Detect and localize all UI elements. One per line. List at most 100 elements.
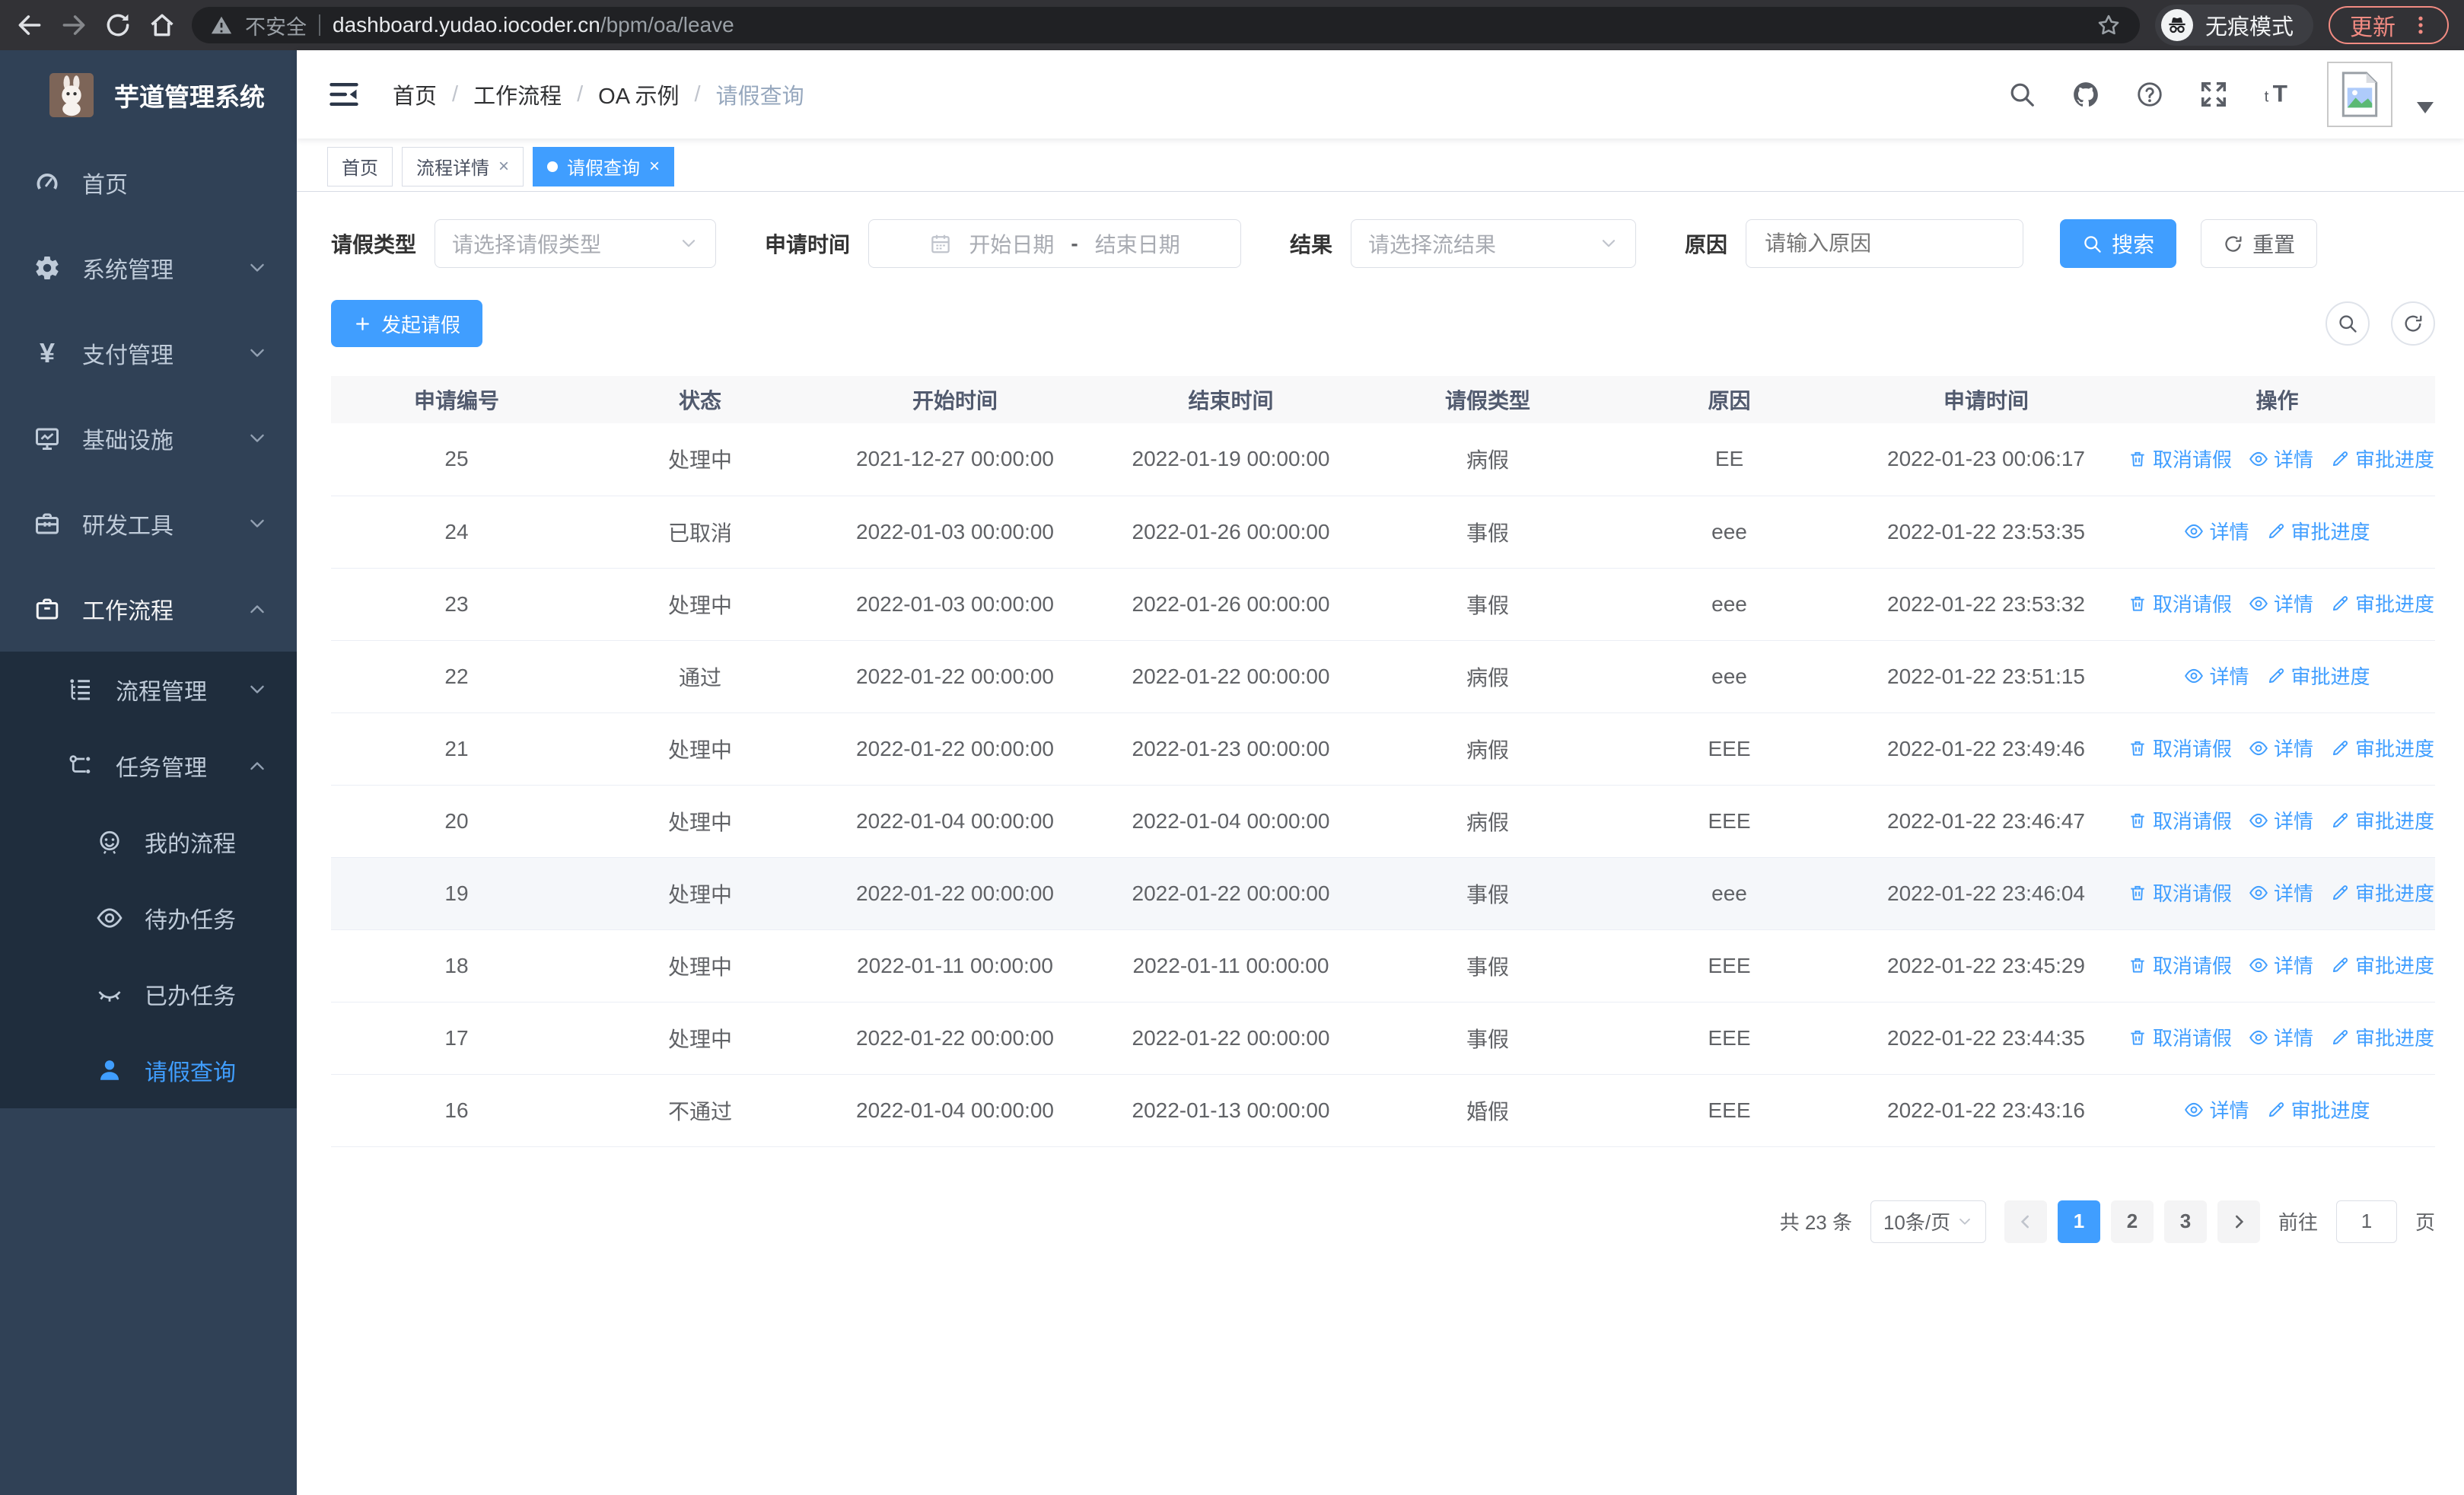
reason-input[interactable] xyxy=(1746,219,2024,268)
browser-menu-icon[interactable] xyxy=(2409,14,2432,37)
cell-type: 病假 xyxy=(1370,712,1606,786)
url-divider xyxy=(319,14,320,36)
github-icon[interactable] xyxy=(2071,80,2100,109)
browser-forward-icon[interactable] xyxy=(59,11,88,40)
reset-button[interactable]: 重置 xyxy=(2201,219,2318,268)
result-select[interactable]: 请选择流结果 xyxy=(1351,219,1637,268)
cancel-leave-link[interactable]: 取消请假 xyxy=(2128,734,2232,762)
prev-page-button[interactable] xyxy=(2004,1200,2047,1243)
sidebar-item-payment[interactable]: ¥ 支付管理 xyxy=(0,311,297,396)
apply-time-range-picker[interactable]: 开始日期 - 结束日期 xyxy=(868,219,1242,268)
refresh-table-button[interactable] xyxy=(2391,301,2435,346)
fullscreen-icon[interactable] xyxy=(2199,80,2228,109)
sidebar-item-workflow[interactable]: 工作流程 xyxy=(0,566,297,652)
tab-bar: 首页 流程详情 × 请假查询 × xyxy=(297,139,2464,192)
sidebar-item-infra[interactable]: 基础设施 xyxy=(0,396,297,481)
approval-progress-link[interactable]: 审批进度 xyxy=(2330,1023,2434,1051)
cancel-leave-link[interactable]: 取消请假 xyxy=(2128,878,2232,907)
next-page-button[interactable] xyxy=(2217,1200,2260,1243)
sidebar-item-label: 工作流程 xyxy=(82,599,173,624)
tab-process-detail[interactable]: 流程详情 × xyxy=(402,146,524,186)
cancel-leave-link[interactable]: 取消请假 xyxy=(2128,589,2232,617)
avatar[interactable] xyxy=(2327,62,2392,127)
address-bar[interactable]: 不安全 dashboard.yudao.iocoder.cn/bpm/oa/le… xyxy=(192,7,2140,43)
tab-leave-query[interactable]: 请假查询 × xyxy=(533,146,675,186)
cell-start: 2022-01-03 00:00:00 xyxy=(818,496,1092,569)
detail-link[interactable]: 详情 xyxy=(2249,1023,2313,1051)
approval-progress-link[interactable]: 审批进度 xyxy=(2330,445,2434,473)
approval-progress-link[interactable]: 审批进度 xyxy=(2266,517,2370,545)
cancel-leave-link[interactable]: 取消请假 xyxy=(2128,951,2232,979)
detail-link[interactable]: 详情 xyxy=(2249,589,2313,617)
page-size-select[interactable]: 10条/页 xyxy=(1870,1200,1986,1243)
breadcrumb-item[interactable]: 工作流程 xyxy=(473,84,562,109)
browser-reload-icon[interactable] xyxy=(103,11,132,40)
sidebar-item-devtools[interactable]: 研发工具 xyxy=(0,481,297,566)
cell-type: 事假 xyxy=(1370,568,1606,641)
sidebar-item-process-mgmt[interactable]: 流程管理 xyxy=(0,652,297,728)
page-button-3[interactable]: 3 xyxy=(2163,1200,2207,1243)
page-button-2[interactable]: 2 xyxy=(2110,1200,2154,1243)
page-size-label: 10条/页 xyxy=(1883,1211,1951,1234)
eye-icon xyxy=(2249,449,2268,469)
page-unit-label: 页 xyxy=(2415,1211,2435,1234)
tab-label: 请假查询 xyxy=(567,158,641,179)
approval-progress-link[interactable]: 审批进度 xyxy=(2330,589,2434,617)
detail-link[interactable]: 详情 xyxy=(2184,517,2249,545)
approval-progress-link[interactable]: 审批进度 xyxy=(2330,734,2434,762)
detail-link[interactable]: 详情 xyxy=(2249,806,2313,834)
cell-start: 2022-01-22 00:00:00 xyxy=(818,712,1092,786)
browser-home-icon[interactable] xyxy=(148,11,177,40)
detail-link[interactable]: 详情 xyxy=(2249,734,2313,762)
toggle-search-button[interactable] xyxy=(2326,301,2370,346)
detail-link[interactable]: 详情 xyxy=(2249,951,2313,979)
approval-progress-link[interactable]: 审批进度 xyxy=(2330,951,2434,979)
update-label: 更新 xyxy=(2350,15,2396,40)
cell-applied: 2022-01-22 23:53:32 xyxy=(1853,568,2119,641)
app-logo[interactable]: 芋道管理系统 xyxy=(0,50,297,140)
detail-link[interactable]: 详情 xyxy=(2184,1095,2249,1124)
sidebar-item-done-tasks[interactable]: 已办任务 xyxy=(0,956,297,1032)
tab-home[interactable]: 首页 xyxy=(327,146,393,186)
eye-icon xyxy=(2249,883,2268,903)
breadcrumb-item[interactable]: 首页 xyxy=(393,84,438,109)
search-button[interactable]: 搜索 xyxy=(2060,219,2177,268)
approval-progress-link[interactable]: 审批进度 xyxy=(2330,878,2434,907)
cancel-leave-link[interactable]: 取消请假 xyxy=(2128,806,2232,834)
sidebar-item-todo-tasks[interactable]: 待办任务 xyxy=(0,880,297,956)
sidebar-item-system[interactable]: 系统管理 xyxy=(0,225,297,311)
edit-icon xyxy=(2330,955,2350,975)
sidebar-item-home[interactable]: 首页 xyxy=(0,140,297,225)
help-icon[interactable] xyxy=(2135,80,2164,109)
eye-icon xyxy=(2184,1100,2204,1120)
cancel-leave-link[interactable]: 取消请假 xyxy=(2128,1023,2232,1051)
cell-status: 处理中 xyxy=(582,785,818,858)
detail-link[interactable]: 详情 xyxy=(2249,878,2313,907)
approval-progress-link[interactable]: 审批进度 xyxy=(2330,806,2434,834)
bookmark-star-icon[interactable] xyxy=(2096,12,2122,38)
result-placeholder: 请选择流结果 xyxy=(1368,233,1497,257)
close-icon[interactable]: × xyxy=(498,155,510,177)
detail-link[interactable]: 详情 xyxy=(2249,445,2313,473)
sidebar-item-leave-query[interactable]: 请假查询 xyxy=(0,1032,297,1108)
avatar-caret-icon[interactable] xyxy=(2417,101,2434,113)
goto-page-input[interactable] xyxy=(2335,1200,2397,1243)
browser-update-button[interactable]: 更新 xyxy=(2329,6,2449,44)
page-button-1[interactable]: 1 xyxy=(2057,1200,2100,1243)
sidebar-collapse-icon[interactable] xyxy=(327,78,361,111)
browser-back-icon[interactable] xyxy=(15,11,44,40)
create-leave-button[interactable]: 发起请假 xyxy=(331,300,483,347)
search-icon[interactable] xyxy=(2007,80,2036,109)
detail-link[interactable]: 详情 xyxy=(2184,661,2249,690)
breadcrumb-item[interactable]: OA 示例 xyxy=(598,84,680,109)
chevron-down-icon xyxy=(679,234,699,253)
sidebar-item-my-process[interactable]: 我的流程 xyxy=(0,804,297,880)
approval-progress-link[interactable]: 审批进度 xyxy=(2266,661,2370,690)
close-icon[interactable]: × xyxy=(649,155,661,177)
font-size-icon[interactable] xyxy=(2263,80,2292,109)
security-warning-icon[interactable] xyxy=(210,14,233,37)
approval-progress-link[interactable]: 审批进度 xyxy=(2266,1095,2370,1124)
leave-type-select[interactable]: 请选择请假类型 xyxy=(435,219,717,268)
sidebar-item-task-mgmt[interactable]: 任务管理 xyxy=(0,728,297,804)
cancel-leave-link[interactable]: 取消请假 xyxy=(2128,445,2232,473)
